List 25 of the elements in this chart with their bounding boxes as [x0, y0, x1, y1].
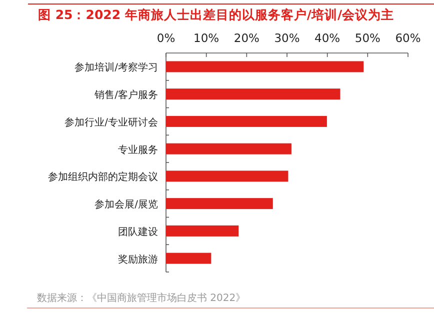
- x-tick-label: 60%: [395, 31, 421, 45]
- y-tick-label: 参加培训/考察学习: [74, 62, 158, 74]
- x-tick-label: 20%: [234, 31, 260, 45]
- y-tick-label: 专业服务: [118, 144, 158, 156]
- x-tick-label: 50%: [354, 31, 381, 45]
- y-tick-label: 参加会展/展览: [94, 198, 158, 211]
- x-tick-label: 0%: [156, 31, 176, 45]
- y-tick-label: 销售/客户服务: [94, 89, 158, 102]
- x-tick-label: 10%: [194, 31, 220, 45]
- bar: [166, 143, 292, 154]
- source-note: 数据来源：《中国商旅管理市场白皮书 2022》: [37, 292, 246, 304]
- bar: [166, 116, 327, 127]
- bar: [166, 252, 212, 264]
- y-tick-label: 参加组织内部的定期会议: [48, 171, 158, 184]
- bar: [166, 198, 273, 210]
- y-tick-label: 奖励旅游: [118, 253, 158, 266]
- x-tick-label: 40%: [314, 31, 340, 45]
- x-tick-label: 30%: [274, 31, 300, 45]
- bar: [166, 61, 364, 72]
- y-tick-label: 团队建设: [118, 226, 158, 238]
- y-tick-label: 参加行业/专业研讨会: [64, 116, 158, 128]
- bar: [166, 170, 288, 182]
- bar: [166, 225, 239, 236]
- bar: [166, 88, 340, 100]
- chart-title: 图 25：2022 年商旅人士出差目的以服务客户/培训/会议为主: [38, 7, 394, 22]
